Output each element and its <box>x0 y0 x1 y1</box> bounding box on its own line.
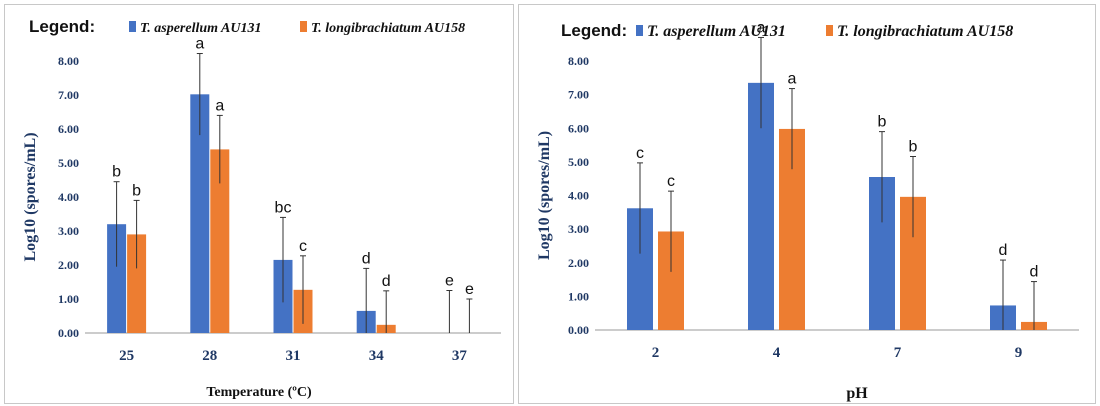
significance-label: a <box>215 97 224 114</box>
x-tick-label: 37 <box>452 348 468 364</box>
legend-entry-2: T. longibrachiatum AU158 <box>837 23 1013 40</box>
y-tick-label: 8.00 <box>568 54 589 68</box>
significance-label: e <box>445 273 454 290</box>
legend-swatch-1 <box>636 25 643 36</box>
y-tick-label: 5.00 <box>58 156 79 170</box>
legend-title: Legend: <box>29 17 95 36</box>
legend: Legend: T. asperellum AU131 T. longibrachi… <box>561 21 1013 40</box>
y-tick-label: 0.00 <box>58 326 79 340</box>
x-tick-label: 31 <box>286 348 301 364</box>
bar-series-2 <box>127 234 147 333</box>
x-tick-label: 28 <box>202 348 217 364</box>
significance-label: b <box>132 182 141 199</box>
legend-entry-1: T. asperellum AU131 <box>647 23 786 40</box>
y-tick-label: 7.00 <box>58 88 79 102</box>
bar-series-2 <box>210 149 230 333</box>
x-tick-label: 34 <box>369 348 385 364</box>
y-tick-label: 6.00 <box>58 122 79 136</box>
x-tick-label: 7 <box>894 345 902 361</box>
x-tick-label: 9 <box>1015 345 1023 361</box>
x-tick-label: 25 <box>119 348 134 364</box>
y-axis-label: Log10 (spores/mL) <box>22 132 39 261</box>
x-tick-label: 2 <box>652 345 660 361</box>
legend-entry-1: T. asperellum AU131 <box>140 21 261 36</box>
chart-panel-ph: Legend: T. asperellum AU131 T. longibrachi… <box>518 4 1096 404</box>
significance-label: c <box>299 238 307 255</box>
legend-swatch-2 <box>300 21 307 32</box>
y-tick-label: 4.00 <box>58 190 79 204</box>
y-tick-label: 7.00 <box>568 88 589 102</box>
significance-label: b <box>112 164 121 181</box>
y-tick-label: 6.00 <box>568 121 589 135</box>
chart-panel-temperature: Legend: T. asperellum AU131 T. longibrachi… <box>4 4 514 404</box>
significance-label: b <box>878 114 887 131</box>
significance-label: a <box>757 19 766 36</box>
y-tick-label: 2.00 <box>568 256 589 270</box>
y-tick-label: 2.00 <box>58 258 79 272</box>
significance-label: d <box>999 242 1008 259</box>
legend-entry-2: T. longibrachiatum AU158 <box>311 21 465 36</box>
x-axis-label: pH <box>846 385 868 402</box>
y-tick-label: 5.00 <box>568 155 589 169</box>
significance-label: a <box>788 71 797 88</box>
y-tick-label: 0.00 <box>568 323 589 337</box>
x-axis-label: Temperature (ºC) <box>206 385 312 400</box>
y-tick-label: 8.00 <box>58 54 79 68</box>
legend-swatch-1 <box>129 21 136 32</box>
significance-label: c <box>667 173 675 190</box>
significance-label: bc <box>275 199 292 216</box>
significance-label: d <box>382 273 391 290</box>
y-tick-label: 4.00 <box>568 189 589 203</box>
significance-label: e <box>465 281 474 298</box>
chart-ph: Legend: T. asperellum AU131 T. longibrachi… <box>536 19 1079 402</box>
legend-title: Legend: <box>561 21 627 40</box>
y-tick-label: 1.00 <box>58 292 79 306</box>
y-tick-label: 3.00 <box>58 224 79 238</box>
significance-label: d <box>362 250 371 267</box>
significance-label: a <box>195 36 204 53</box>
y-tick-label: 1.00 <box>568 289 589 303</box>
significance-label: d <box>1030 264 1039 281</box>
bar-series-1 <box>190 94 210 333</box>
chart-temperature: Legend: T. asperellum AU131 T. longibrachi… <box>22 17 501 400</box>
significance-label: c <box>636 145 644 162</box>
legend: Legend: T. asperellum AU131 T. longibrachi… <box>29 17 465 36</box>
y-tick-label: 3.00 <box>568 222 589 236</box>
y-axis-label: Log10 (spores/mL) <box>536 131 553 260</box>
legend-swatch-2 <box>826 25 833 36</box>
significance-label: b <box>909 138 918 155</box>
x-tick-label: 4 <box>773 345 781 361</box>
bar-series-1 <box>107 224 127 333</box>
